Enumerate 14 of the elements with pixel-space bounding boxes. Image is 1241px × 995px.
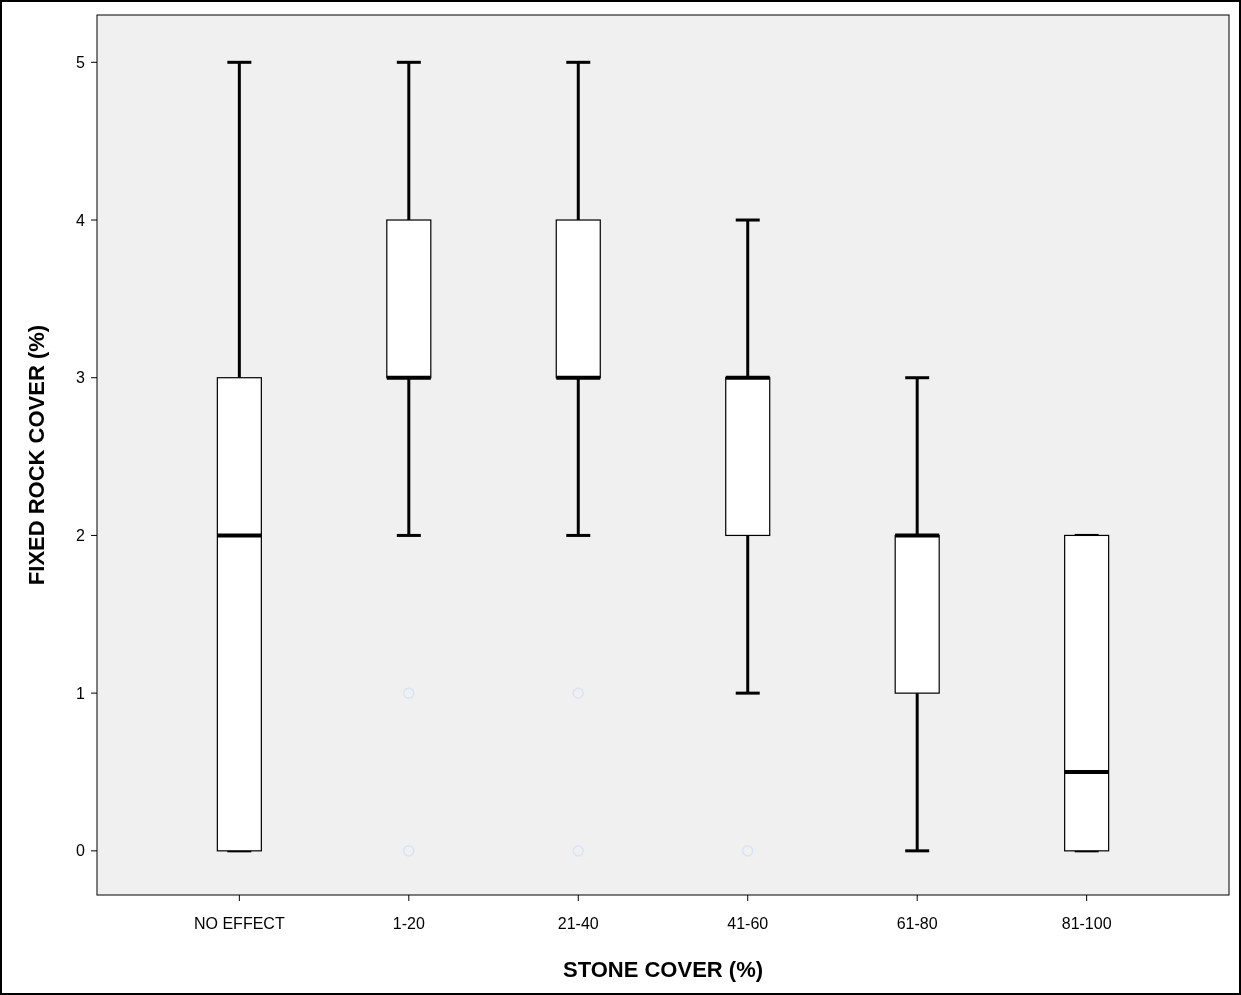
x-tick-label: 1-20 (392, 915, 425, 932)
y-tick-label: 3 (76, 369, 86, 387)
y-tick-label: 2 (76, 527, 86, 545)
y-tick-label: 4 (76, 211, 86, 229)
x-tick-label: 41-60 (727, 915, 769, 932)
y-axis-title: FIXED ROCK COVER (%) (24, 324, 49, 586)
y-tick-label: 5 (76, 53, 86, 71)
y-tick-label: 1 (76, 684, 86, 702)
x-tick-label: 81-100 (1061, 915, 1112, 932)
x-tick-label: NO EFFECT (194, 915, 285, 932)
x-tick-label: 61-80 (896, 915, 938, 932)
x-tick-label: 21-40 (557, 915, 599, 932)
x-axis-title: STONE COVER (%) (562, 957, 764, 982)
y-tick-label: 0 (76, 842, 86, 860)
